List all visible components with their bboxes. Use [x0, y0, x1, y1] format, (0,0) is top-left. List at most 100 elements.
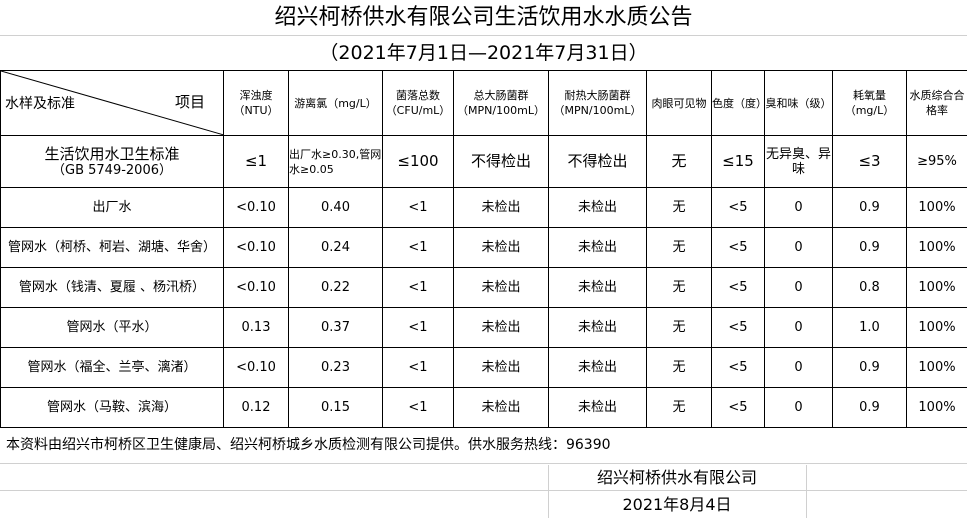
table-cell: ≤1: [223, 135, 289, 188]
table-cell: ≥95%: [906, 135, 967, 188]
table-row: 管网水（柯桥、柯岩、湖塘、华舍） <0.10 0.24 <1 未检出 未检出无 <5 0 0.9…: [0, 227, 967, 268]
table-cell: <1: [382, 307, 454, 348]
table-cell: 未检出: [453, 387, 549, 428]
table-cell: 未检出: [548, 307, 647, 348]
table-cell: 无: [646, 267, 712, 308]
table-cell: 未检出: [453, 347, 549, 388]
column-header: 水质综合合格率: [906, 70, 967, 136]
header-right-label: 项目: [174, 93, 205, 111]
column-header: 臭和味（级）: [764, 70, 833, 136]
source-note: 本资料由绍兴市柯桥区卫生健康局、绍兴柯桥城乡水质检测有限公司提供。供水服务热线：…: [0, 427, 967, 464]
table-cell: 不得检出: [548, 135, 647, 188]
sample-name: 管网水（马鞍、滨海）: [0, 387, 224, 428]
table-cell: 100%: [906, 307, 967, 348]
table-cell: 不得检出: [453, 135, 549, 188]
table-cell: 0.9: [832, 227, 907, 268]
page-subtitle: （2021年7月1日—2021年7月31日）: [319, 42, 648, 64]
table-cell: 0.9: [832, 387, 907, 428]
table-cell: 0.37: [288, 307, 383, 348]
grid-line: [806, 465, 807, 518]
table-cell: 0.40: [288, 187, 383, 228]
table-cell: 0.22: [288, 267, 383, 308]
table-cell: 0.9: [832, 347, 907, 388]
table-cell: 0.15: [288, 387, 383, 428]
table-row: 出厂水 <0.10 0.40 <1 未检出 未检出无 <5 0 0.9 100%: [0, 187, 967, 228]
table-cell: <5: [711, 227, 765, 268]
page-title: 绍兴柯桥供水有限公司生活饮用水水质公告: [0, 0, 967, 36]
sample-name: 管网水（钱清、夏履 、杨汛桥）: [0, 267, 224, 308]
table-cell: 0: [764, 307, 833, 348]
table-cell: 未检出: [453, 267, 549, 308]
table-cell: <1: [382, 267, 454, 308]
column-header: 游离氯（mg/L）: [288, 70, 383, 136]
table-cell: 100%: [906, 187, 967, 228]
column-header: 肉眼可见物: [646, 70, 712, 136]
column-header: 色度（度）: [711, 70, 765, 136]
column-header: 耐热大肠菌群（MPN/100mL）: [548, 70, 647, 136]
table-cell: 0: [764, 267, 833, 308]
table-cell: 无: [646, 307, 712, 348]
table-cell: 100%: [906, 387, 967, 428]
table-cell: 出厂水≥0.30,管网水≥0.05: [288, 135, 383, 188]
diagonal-header-cell: 水样及标准 项目: [0, 70, 224, 136]
column-header: 菌落总数（CFU/mL）: [382, 70, 454, 136]
sample-name: 管网水（福全、兰亭、漓渚）: [0, 347, 224, 388]
table-cell: 未检出: [548, 227, 647, 268]
standard-name: 生活饮用水卫生标准: [44, 144, 180, 163]
header-row: 水样及标准 项目 浑浊度（NTU） 游离氯（mg/L） 菌落总数（CFU/mL）…: [0, 70, 967, 136]
table-cell: 0.9: [832, 187, 907, 228]
table-cell: <1: [382, 387, 454, 428]
table-row: 管网水（平水） 0.13 0.37 <1 未检出 未检出无 <5 0 1.0 100%: [0, 307, 967, 348]
table-cell: ≤100: [382, 135, 454, 188]
sample-name: 出厂水: [0, 187, 224, 228]
table-cell: 未检出: [453, 227, 549, 268]
table-cell: <0.10: [223, 347, 289, 388]
table-cell: <0.10: [223, 187, 289, 228]
sample-name: 管网水（平水）: [0, 307, 224, 348]
header-left-label: 水样及标准: [5, 96, 75, 112]
table-cell: 无: [646, 347, 712, 388]
table-cell: 0.23: [288, 347, 383, 388]
table-cell: 未检出: [453, 187, 549, 228]
table-cell: <5: [711, 267, 765, 308]
table-cell: 0: [764, 387, 833, 428]
table-cell: <1: [382, 227, 454, 268]
table-cell: <1: [382, 187, 454, 228]
table-cell: 未检出: [548, 347, 647, 388]
publish-date: 2021年8月4日: [622, 495, 732, 514]
table-cell: <0.10: [223, 267, 289, 308]
water-quality-table: 水样及标准 项目 浑浊度（NTU） 游离氯（mg/L） 菌落总数（CFU/mL）…: [0, 70, 967, 428]
table-cell: ≤3: [832, 135, 907, 188]
grid-line: [548, 465, 549, 518]
table-cell: 未检出: [453, 307, 549, 348]
table-cell: 无: [646, 187, 712, 228]
table-cell: 无: [646, 387, 712, 428]
table-cell: ≤15: [711, 135, 765, 188]
table-cell: 未检出: [548, 187, 647, 228]
standard-row: 生活饮用水卫生标准 （GB 5749-2006） ≤1 出厂水≥0.30,管网水≥…: [0, 135, 967, 188]
table-cell: 1.0: [832, 307, 907, 348]
table-cell: 无异臭、异味: [764, 135, 833, 188]
table-row: 管网水（马鞍、滨海） 0.12 0.15 <1 未检出 未检出无 <5 0 0.9 100%: [0, 387, 967, 428]
table-cell: 0: [764, 227, 833, 268]
table-cell: 100%: [906, 267, 967, 308]
table-cell: <5: [711, 347, 765, 388]
table-cell: <1: [382, 347, 454, 388]
sample-name: 管网水（柯桥、柯岩、湖塘、华舍）: [0, 227, 224, 268]
table-cell: <0.10: [223, 227, 289, 268]
table-row: 管网水（钱清、夏履 、杨汛桥） <0.10 0.22 <1 未检出 未检出无 <5 0 0.8 1…: [0, 267, 967, 308]
table-cell: 100%: [906, 227, 967, 268]
table-cell: 未检出: [548, 387, 647, 428]
grid-line: [0, 490, 967, 491]
standard-code: （GB 5749-2006）: [52, 162, 172, 178]
column-header: 耗氧量（mg/L）: [832, 70, 907, 136]
table-cell: 无: [646, 227, 712, 268]
table-cell: 0.12: [223, 387, 289, 428]
column-header: 浑浊度（NTU）: [223, 70, 289, 136]
table-cell: <5: [711, 387, 765, 428]
table-cell: <5: [711, 307, 765, 348]
table-cell: 0.8: [832, 267, 907, 308]
company-name: 绍兴柯桥供水有限公司: [596, 468, 757, 487]
table-row: 管网水（福全、兰亭、漓渚） <0.10 0.23 <1 未检出 未检出无 <5 0 0.9 100…: [0, 347, 967, 388]
table-cell: 0: [764, 187, 833, 228]
